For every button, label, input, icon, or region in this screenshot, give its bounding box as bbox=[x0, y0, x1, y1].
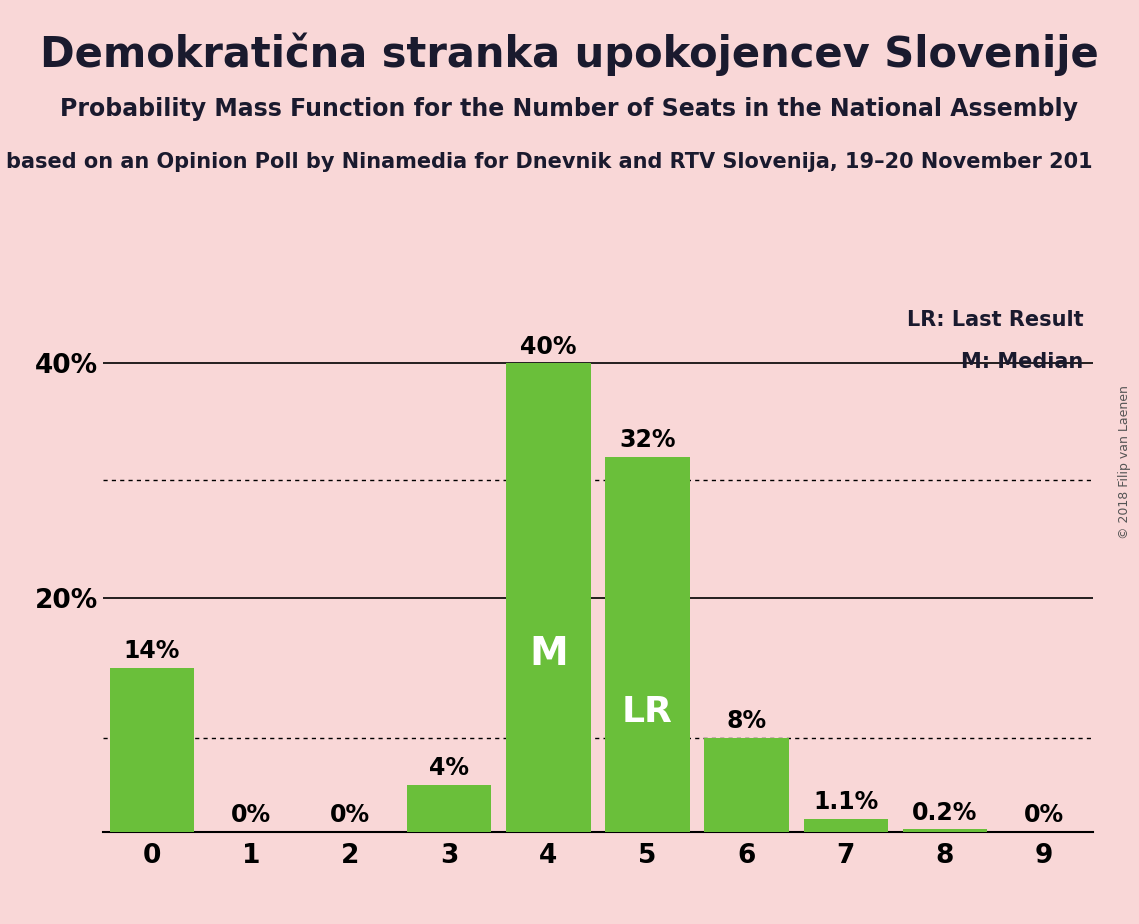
Text: 40%: 40% bbox=[521, 334, 576, 359]
Text: Demokratična stranka upokojencev Slovenije: Demokratična stranka upokojencev Sloveni… bbox=[40, 32, 1099, 76]
Text: LR: Last Result: LR: Last Result bbox=[907, 310, 1083, 330]
Text: 0%: 0% bbox=[231, 803, 271, 827]
Text: 1.1%: 1.1% bbox=[813, 790, 878, 814]
Bar bbox=[606, 457, 689, 832]
Text: M: Median: M: Median bbox=[961, 352, 1083, 372]
Bar bbox=[705, 738, 788, 832]
Text: 8%: 8% bbox=[727, 710, 767, 734]
Text: 0.2%: 0.2% bbox=[912, 800, 977, 824]
Bar bbox=[804, 819, 887, 832]
Bar bbox=[408, 784, 491, 832]
Text: based on an Opinion Poll by Ninamedia for Dnevnik and RTV Slovenija, 19–20 Novem: based on an Opinion Poll by Ninamedia fo… bbox=[6, 152, 1092, 173]
Bar bbox=[110, 668, 194, 832]
Text: 0%: 0% bbox=[330, 803, 370, 827]
Text: 14%: 14% bbox=[124, 639, 180, 663]
Text: Probability Mass Function for the Number of Seats in the National Assembly: Probability Mass Function for the Number… bbox=[60, 97, 1079, 121]
Bar bbox=[507, 363, 590, 832]
Text: LR: LR bbox=[622, 695, 673, 729]
Text: 4%: 4% bbox=[429, 756, 469, 780]
Text: © 2018 Filip van Laenen: © 2018 Filip van Laenen bbox=[1118, 385, 1131, 539]
Text: 0%: 0% bbox=[1024, 803, 1064, 827]
Bar bbox=[903, 829, 986, 832]
Text: 32%: 32% bbox=[620, 429, 675, 453]
Text: M: M bbox=[528, 635, 568, 673]
